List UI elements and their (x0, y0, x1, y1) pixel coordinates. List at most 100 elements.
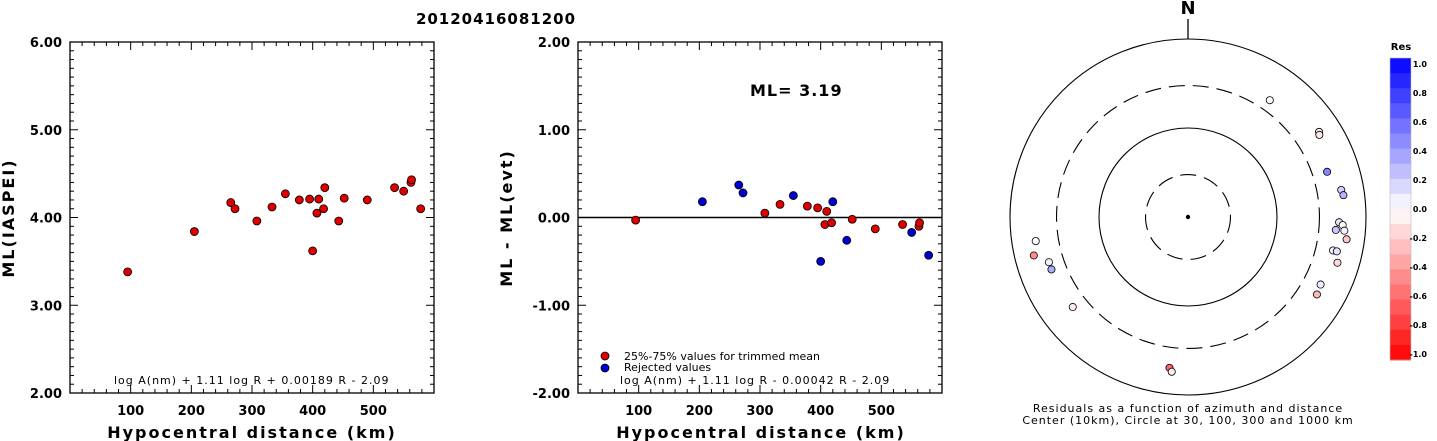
residual-plot-y-tick-label: 0.00 (538, 212, 570, 227)
colorbar-tick-label: -0.4 (1410, 263, 1428, 272)
ml-plot-xlabel: Hypocentral distance (km) (107, 423, 397, 441)
ml-plot-y-tick-label: 2.00 (30, 387, 62, 402)
polar-ring-1000km (1009, 38, 1367, 396)
ml-plot-x-tick-label: 200 (178, 404, 205, 419)
ml-plot-formula: log A(nm) + 1.11 log R + 0.00189 R - 2.0… (114, 374, 389, 387)
colorbar-tick-label: -0.6 (1410, 292, 1428, 301)
residual-plot-ylabel: ML - ML(evt) (497, 149, 516, 287)
colorbar-tick-label: -1.0 (1410, 350, 1428, 359)
ml-plot-x-tick-label: 500 (360, 404, 387, 419)
station-residual-point (1029, 251, 1038, 260)
legend-marker-trimmed (600, 351, 610, 361)
ml-plot-x-tick-label: 400 (299, 404, 326, 419)
colorbar-cell (1390, 58, 1411, 74)
colorbar-cell (1390, 344, 1411, 361)
residual-vs-distance-plot: 100 200 300 400 500 -2.00 -1.00 0.00 1.00 2.00 ML… (497, 36, 943, 441)
station-residual-point (1044, 258, 1053, 267)
station-residual-point (1333, 258, 1342, 267)
residual-plot-x-tick-label: 200 (686, 404, 713, 419)
ml-data-point (280, 189, 290, 199)
trimmed-residual-point (870, 224, 880, 234)
trimmed-residual-point (822, 206, 832, 216)
figure-title: 20120416081200 (416, 10, 576, 28)
colorbar-cell (1390, 103, 1411, 119)
colorbar-tick-label: -0.8 (1410, 321, 1428, 330)
ml-data-point (362, 195, 372, 205)
colorbar-cell (1390, 209, 1411, 225)
trimmed-residual-point (898, 220, 907, 229)
station-residual-point (1265, 96, 1274, 105)
residual-plot-x-tick-label: 100 (625, 404, 652, 419)
ml-plot-frame (69, 41, 435, 394)
station-residual-point (1332, 247, 1341, 256)
trimmed-residual-point (827, 218, 836, 228)
station-residual-point (1068, 303, 1077, 312)
colorbar-cell (1390, 193, 1411, 210)
trimmed-residual-point (760, 208, 770, 218)
trimmed-residual-point (775, 199, 785, 209)
trimmed-residual-point (813, 203, 823, 213)
colorbar-cell (1390, 239, 1411, 255)
colorbar-cell (1390, 254, 1411, 270)
polar-ring-300km (1055, 84, 1321, 350)
colorbar-tick-label: -0.2 (1410, 234, 1428, 243)
colorbar-cell (1390, 88, 1411, 104)
ml-data-point (320, 183, 330, 193)
legend-label-rejected: Rejected values (624, 361, 711, 374)
ml-data-point (308, 246, 318, 256)
colorbar-tick-label: 0.2 (1413, 176, 1427, 185)
colorbar-cell (1390, 118, 1411, 134)
rejected-residual-point (697, 197, 707, 207)
station-residual-point (1031, 237, 1040, 246)
colorbar-cell (1390, 224, 1411, 240)
ml-data-point (312, 208, 322, 218)
ml-plot-y-tick-label: 5.00 (30, 124, 62, 139)
ml-data-point (267, 202, 277, 212)
station-residual-point (1339, 191, 1348, 200)
ml-plot-x-tick-label: 100 (117, 404, 144, 419)
colorbar-cell (1390, 163, 1411, 180)
ml-data-point (305, 194, 315, 204)
ml-data-point (390, 183, 399, 193)
colorbar-tick-label: 0.4 (1413, 147, 1428, 156)
colorbar-tick-label: 1.0 (1413, 60, 1428, 69)
colorbar-cell (1390, 178, 1411, 195)
ml-data-point (230, 204, 240, 214)
ml-data-point (339, 193, 349, 203)
colorbar-cell (1390, 73, 1411, 89)
ml-data-point (314, 194, 324, 204)
rejected-residual-point (924, 250, 934, 260)
colorbar-cell (1390, 269, 1411, 285)
station-residual-point (1315, 130, 1324, 139)
trimmed-residual-point (847, 214, 857, 224)
rejected-residual-point (842, 235, 852, 245)
colorbar-cell (1390, 284, 1411, 301)
polar-ring-100km (1098, 127, 1278, 307)
ml-data-point (123, 267, 133, 277)
colorbar-cell (1390, 133, 1411, 150)
residual-plot-y-tick-label: -2.00 (533, 387, 570, 402)
legend-label-trimmed: 25%-75% values for trimmed mean (624, 350, 820, 363)
ml-plot-y-tick-label: 3.00 (30, 299, 62, 314)
rejected-residual-point (738, 188, 748, 198)
station-residual-point (1323, 167, 1332, 176)
ml-vs-distance-plot: 100 200 300 400 500 2.00 3.00 4.00 5.00 6.00 Hypo… (0, 36, 435, 441)
trimmed-residual-point (802, 201, 812, 211)
colorbar-cell (1390, 314, 1411, 331)
polar-caption-line1: Residuals as a function of azimuth and d… (1033, 402, 1343, 415)
residual-plot-x-tick-label: 400 (807, 404, 834, 419)
colorbar-tick-label: 0.0 (1413, 205, 1428, 214)
residual-plot-x-tick-label: 300 (746, 404, 773, 419)
polar-ring-30km (1144, 173, 1232, 261)
station-residual-point (1047, 265, 1056, 274)
residual-plot-formula: log A(nm) + 1.11 log R - 0.00042 R - 2.0… (620, 374, 890, 387)
station-residual-point (1340, 226, 1349, 235)
ml-plot-y-tick-label: 4.00 (30, 212, 62, 227)
ml-plot-x-tick-label: 300 (238, 404, 265, 419)
colorbar-title: Res (1391, 42, 1411, 53)
ml-data-point (252, 216, 262, 226)
rejected-residual-point (816, 256, 826, 266)
station-residual-point (1331, 225, 1340, 234)
azimuth-polar-plot: N Residuals as a function of azimuth and… (1009, 0, 1367, 427)
colorbar-tick-label: 0.8 (1413, 89, 1428, 98)
